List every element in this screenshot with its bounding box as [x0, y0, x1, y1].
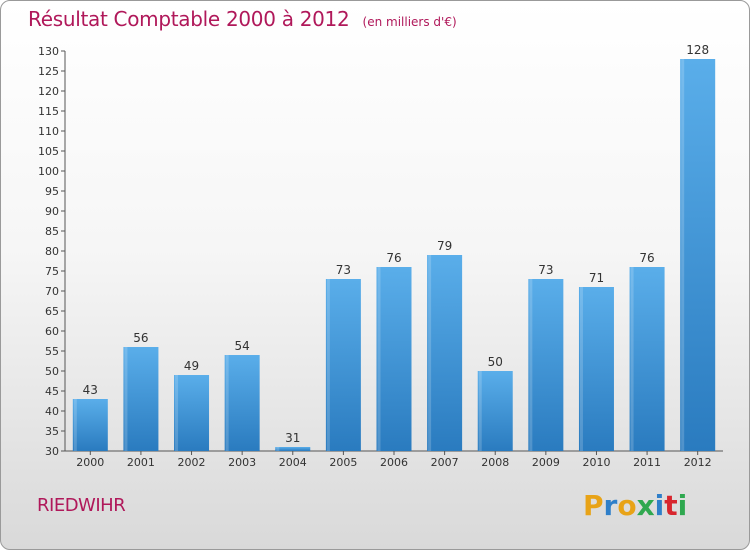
bar-value-label: 71 — [589, 271, 604, 285]
y-tick-label: 90 — [45, 205, 59, 218]
bar-highlight — [276, 447, 280, 451]
bar-2005 — [325, 279, 361, 451]
bar-2009 — [528, 279, 564, 451]
bar-highlight — [529, 279, 533, 451]
proxiti-logo: Proxiti — [583, 489, 687, 522]
bar-value-label: 76 — [639, 251, 654, 265]
bar-highlight — [428, 255, 432, 451]
x-tick-label: 2008 — [481, 456, 509, 469]
y-tick-label: 85 — [45, 225, 59, 238]
bar-2004 — [275, 447, 311, 451]
bar-2011 — [629, 267, 665, 451]
bar-highlight — [124, 347, 128, 451]
y-tick-label: 110 — [38, 125, 59, 138]
bar-highlight — [579, 287, 583, 451]
bar-highlight — [326, 279, 330, 451]
y-tick-label: 30 — [45, 445, 59, 458]
y-tick-label: 100 — [38, 165, 59, 178]
y-tick-label: 125 — [38, 65, 59, 78]
x-tick-label: 2001 — [127, 456, 155, 469]
bar-2000 — [72, 399, 108, 451]
y-tick-label: 80 — [45, 245, 59, 258]
y-tick-label: 130 — [38, 45, 59, 58]
y-tick-label: 40 — [45, 405, 59, 418]
bar-2002 — [174, 375, 210, 451]
bar-value-label: 79 — [437, 239, 452, 253]
x-tick-label: 2010 — [582, 456, 610, 469]
y-tick-label: 70 — [45, 285, 59, 298]
y-tick-label: 105 — [38, 145, 59, 158]
bar-value-label: 76 — [386, 251, 401, 265]
chart-title: Résultat Comptable 2000 à 2012 — [28, 7, 350, 31]
bar-highlight — [478, 371, 482, 451]
bar-value-label: 56 — [133, 331, 148, 345]
bar-highlight — [630, 267, 634, 451]
logo-letter: r — [603, 489, 618, 522]
bar-2008 — [477, 371, 513, 451]
bar-2003 — [224, 355, 260, 451]
logo-letter: i — [677, 489, 688, 522]
bar-2001 — [123, 347, 159, 451]
bar-value-label: 31 — [285, 431, 300, 445]
y-tick-label: 115 — [38, 105, 59, 118]
y-tick-label: 65 — [45, 305, 59, 318]
bar-value-label: 73 — [336, 263, 351, 277]
bar-value-label: 54 — [235, 339, 250, 353]
bar-highlight — [377, 267, 381, 451]
bar-value-label: 50 — [488, 355, 503, 369]
x-tick-label: 2007 — [431, 456, 459, 469]
x-tick-label: 2006 — [380, 456, 408, 469]
bar-2006 — [376, 267, 412, 451]
axes: 30 35 40 45 50 55 60 65 70 75 80 85 90 95 100 105 110 115… — [38, 45, 723, 469]
logo-letter: i — [654, 489, 665, 522]
commune-name: RIEDWIHR — [37, 495, 126, 516]
y-tick-label: 60 — [45, 325, 59, 338]
y-tick-label: 50 — [45, 365, 59, 378]
logo-letter: P — [583, 489, 604, 522]
bar-highlight — [73, 399, 77, 451]
chart-subtitle: (en milliers d'€) — [362, 15, 457, 29]
x-tick-label: 2004 — [279, 456, 307, 469]
bar-2007 — [427, 255, 463, 451]
x-tick-label: 2002 — [178, 456, 206, 469]
y-tick-label: 45 — [45, 385, 59, 398]
bar-value-label: 128 — [686, 43, 709, 57]
y-tick-label: 35 — [45, 425, 59, 438]
y-tick-label: 95 — [45, 185, 59, 198]
x-tick-label: 2012 — [684, 456, 712, 469]
bar-2012 — [680, 59, 716, 451]
x-tick-label: 2003 — [228, 456, 256, 469]
bar-highlight — [225, 355, 229, 451]
x-tick-label: 2000 — [76, 456, 104, 469]
x-tick-label: 2011 — [633, 456, 661, 469]
bar-highlight — [175, 375, 179, 451]
bar-value-label: 49 — [184, 359, 199, 373]
logo-letter: t — [664, 489, 678, 522]
bar-value-label: 43 — [83, 383, 98, 397]
bars: 43 56 49 54 31 73 76 79 50 73 71 76 128 — [72, 43, 716, 451]
chart-title-row: Résultat Comptable 2000 à 2012 (en milli… — [28, 7, 457, 31]
y-tick-label: 120 — [38, 85, 59, 98]
logo-letter: o — [617, 489, 637, 522]
x-tick-label: 2009 — [532, 456, 560, 469]
bar-2010 — [578, 287, 614, 451]
y-tick-label: 75 — [45, 265, 59, 278]
bar-value-label: 73 — [538, 263, 553, 277]
logo-letter: x — [636, 489, 655, 522]
y-tick-label: 55 — [45, 345, 59, 358]
x-tick-label: 2005 — [329, 456, 357, 469]
bar-highlight — [681, 59, 685, 451]
